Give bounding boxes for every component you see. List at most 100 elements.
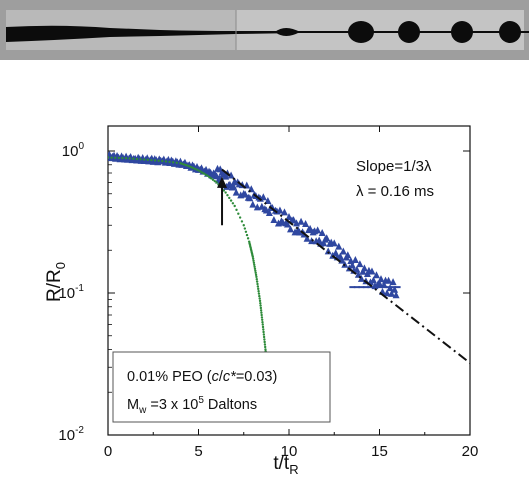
- newtonian-fit-point: [263, 343, 267, 346]
- newtonian-fit-point: [261, 323, 264, 326]
- newtonian-fit-point: [224, 191, 227, 194]
- newtonian-fit-point: [199, 170, 202, 173]
- onset-arrow-head: [217, 176, 228, 188]
- newtonian-fit-point: [252, 261, 256, 264]
- legend-line-1-sep: /: [219, 369, 224, 385]
- measured-point: [306, 224, 314, 232]
- newtonian-fit-point: [226, 194, 229, 197]
- newtonian-fit-point: [206, 174, 209, 177]
- newtonian-fit-point: [258, 297, 261, 300]
- newtonian-fit-point: [150, 158, 153, 162]
- measured-point: [376, 279, 383, 287]
- power-law-fit-series: [221, 168, 470, 365]
- newtonian-fit-point: [260, 316, 264, 319]
- measured-point: [323, 234, 331, 242]
- newtonian-fit-point: [254, 273, 258, 277]
- strip-filament: [6, 25, 529, 42]
- x-axis-label: t/tR: [273, 453, 298, 477]
- newtonian-fit-point: [260, 313, 263, 317]
- newtonian-fit-point: [253, 265, 256, 268]
- slope-annotation: Slope=1/3λ: [356, 158, 432, 175]
- newtonian-fit-point: [200, 171, 204, 174]
- power-law-fit-line: [221, 168, 470, 365]
- measured-point: [369, 276, 377, 284]
- measured-point: [287, 225, 295, 233]
- measured-point: [388, 289, 396, 297]
- legend-line-2: Mw =3 x 105 Daltons: [127, 395, 257, 416]
- measured-point: [241, 190, 249, 198]
- newtonian-fit-point: [124, 156, 128, 160]
- x-tick-label: 10: [281, 443, 298, 460]
- newtonian-fit-point: [259, 304, 262, 307]
- measured-point: [335, 242, 343, 250]
- measured-point: [265, 208, 273, 216]
- measured-point: [383, 289, 391, 297]
- measured-point: [392, 291, 400, 299]
- newtonian-fit-point: [132, 157, 135, 160]
- measured-point: [360, 264, 368, 272]
- newtonian-fit-point: [255, 280, 259, 283]
- measured-point: [348, 261, 356, 269]
- measured-point: [351, 256, 359, 264]
- newtonian-fit-point: [263, 340, 266, 344]
- strip-bead-1: [275, 28, 300, 36]
- radius-decay-chart: 0 5 10 15 20 100 10-1 10-2 Slope=1/3λ λ = 0.16…: [44, 125, 478, 477]
- newtonian-fit-point: [257, 292, 261, 295]
- newtonian-fit-point: [255, 278, 258, 281]
- newtonian-fit-point: [238, 216, 242, 219]
- newtonian-fit-point: [193, 167, 197, 170]
- measured-point: [320, 239, 328, 247]
- lambda-annotation: λ = 0.16 ms: [356, 183, 434, 200]
- measured-point: [354, 270, 362, 278]
- newtonian-fit-point: [182, 163, 186, 166]
- measured-point: [283, 220, 291, 228]
- newtonian-fit-point: [261, 325, 265, 329]
- measured-point: [314, 226, 322, 234]
- newtonian-fit-point: [190, 165, 193, 169]
- newtonian-fit-point: [202, 172, 206, 175]
- newtonian-fit-point: [263, 345, 267, 349]
- newtonian-fit-point: [233, 204, 236, 208]
- measured-point: [290, 216, 298, 224]
- newtonian-fit-point: [257, 287, 260, 291]
- newtonian-fit-point: [235, 208, 238, 212]
- newtonian-fit-point: [256, 282, 259, 286]
- measured-point: [264, 197, 272, 205]
- newtonian-fit-point: [237, 212, 240, 215]
- newtonian-fit-point: [231, 202, 235, 205]
- x-tick-label: 5: [194, 443, 202, 460]
- legend: 0.01% PEO (c/c*=0.03) Mw =3 x 105 Dalton…: [112, 351, 331, 423]
- newtonian-fit-point: [246, 237, 250, 240]
- newtonian-fit-point: [121, 156, 124, 160]
- newtonian-fit-point: [191, 166, 195, 170]
- y-axis: 100 10-1 10-2: [58, 141, 470, 444]
- measured-point: [389, 278, 397, 286]
- measured-point: [232, 188, 240, 196]
- x-axis-label-main: t/t: [273, 453, 290, 474]
- measured-point: [356, 260, 364, 268]
- onset-arrow: [217, 176, 228, 226]
- strip-drop-4: [499, 21, 521, 43]
- newtonian-fit-point: [264, 348, 267, 351]
- newtonian-fit-series: [108, 156, 269, 367]
- newtonian-fit-point: [143, 158, 146, 161]
- newtonian-fit-point: [258, 294, 261, 298]
- legend-line-2-mid: =3 x 10: [146, 397, 198, 413]
- legend-line-1-prefix: 0.01% PEO (: [127, 369, 212, 385]
- newtonian-fit-point: [128, 157, 131, 160]
- newtonian-fit-point: [245, 233, 249, 237]
- newtonian-fit-point: [263, 338, 266, 341]
- newtonian-fit-point: [164, 160, 168, 163]
- newtonian-fit-point: [259, 302, 262, 305]
- measured-point: [377, 275, 385, 283]
- legend-line-1-suffix: =0.03): [236, 369, 278, 385]
- newtonian-fit-point: [153, 159, 157, 162]
- measured-point: [249, 200, 257, 208]
- x-axis-label-sub: R: [289, 462, 298, 477]
- newtonian-fit-point: [211, 178, 215, 181]
- newtonian-fit-point: [259, 306, 263, 310]
- x-tick-label: 15: [371, 443, 388, 460]
- newtonian-fit-point: [256, 285, 260, 288]
- measured-point: [318, 228, 326, 236]
- newtonian-fit-point: [157, 159, 160, 162]
